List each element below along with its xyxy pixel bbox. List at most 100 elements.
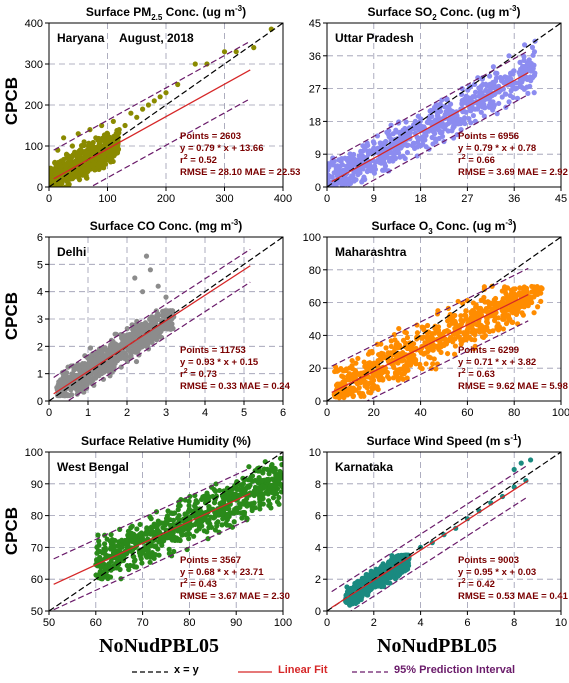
data-point [61,369,67,375]
data-point [206,523,213,530]
data-point [136,328,142,335]
linear-fit-line [331,480,529,609]
plot-frame [48,451,284,612]
data-point [114,145,120,151]
data-point [104,131,111,137]
data-point [368,390,374,396]
data-point [358,148,364,155]
stats-line: RMSE = 9.62 MAE = 5.98 [458,381,568,392]
data-point [399,569,405,575]
data-point [107,137,114,143]
x-tick-label: 3 [163,407,169,419]
data-point [64,161,70,167]
data-point [374,363,380,369]
region-label: Karnataka [335,460,393,474]
data-point [530,52,536,58]
data-point [264,489,270,495]
data-point [212,513,218,519]
data-point [280,455,283,461]
data-point [71,372,77,378]
data-point [131,558,138,564]
data-point [236,501,243,507]
scatter-points [331,283,545,401]
x-tick-label: 4 [418,617,424,629]
data-point [472,89,479,95]
x-tick-label: 90 [230,617,242,629]
data-point [469,106,476,112]
stats-line: Points = 2603 [180,131,241,142]
data-point [210,493,216,500]
data-point [75,364,81,370]
data-point [414,144,421,150]
data-point [165,325,171,332]
y-tick-label: 4 [37,287,43,299]
data-point [52,159,58,165]
data-point [339,373,345,379]
data-point [277,468,283,475]
data-point [367,360,373,366]
data-point [276,501,282,507]
data-point [344,584,350,590]
data-point [163,321,169,328]
data-point [58,163,64,170]
data-point [462,330,469,336]
data-point [204,529,210,535]
data-point [521,284,527,290]
data-point [484,320,491,326]
pi-upper-line [331,267,529,367]
data-point [486,328,493,335]
stats-line: r2 = 0.63 [458,368,495,380]
data-point [390,557,396,563]
data-point [377,140,383,146]
data-point [455,298,461,305]
legend-fit-label: Linear Fit [278,664,328,676]
data-point [224,522,230,528]
data-point [353,372,359,378]
data-point [415,113,421,119]
data-point [444,350,451,357]
data-point [350,393,357,399]
data-point [101,541,108,547]
data-point [420,141,426,147]
x-tick-label: 27 [461,193,473,205]
data-point [110,118,116,124]
x-tick-label: 5 [241,407,247,419]
data-point [115,354,121,360]
data-point [429,334,435,341]
data-point [81,139,87,145]
data-point [273,483,279,490]
y-tick-label: 400 [25,18,43,30]
data-point [49,168,55,174]
data-point [527,74,533,80]
data-point [430,347,436,353]
data-point [403,330,409,336]
data-point [419,335,425,341]
data-point [529,44,536,50]
data-point [122,122,128,129]
data-point [220,516,226,522]
data-point [99,576,105,582]
data-point [357,372,363,378]
data-point [360,166,366,172]
data-point [259,477,265,484]
data-point [517,301,523,307]
data-point [100,157,106,163]
data-point [372,569,379,575]
data-point [367,163,373,169]
data-point [379,167,386,173]
data-point [123,539,129,545]
data-point [525,90,531,96]
data-point [126,566,132,573]
data-point [136,341,142,348]
data-point [74,154,80,160]
data-point [462,120,468,127]
y-tick-label: 50 [31,606,43,618]
data-point [452,343,458,349]
data-point [404,365,410,371]
x-tick-label: 1 [85,407,91,419]
data-point [404,375,410,381]
data-point [66,155,73,161]
y-tick-label: 20 [309,363,321,375]
x-tick-label: 0 [324,407,330,419]
stats-line: r2 = 0.42 [458,578,495,590]
